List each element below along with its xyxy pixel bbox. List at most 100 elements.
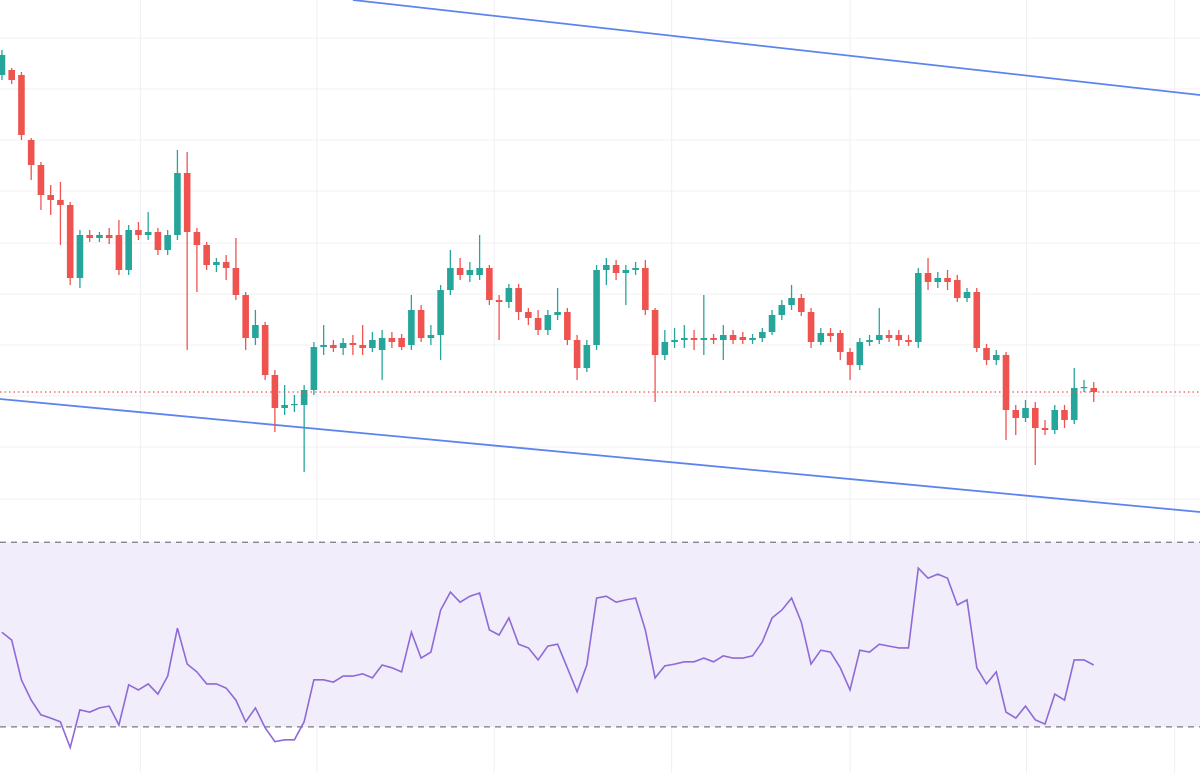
candle-body [1041,428,1049,430]
candle-body [710,338,717,340]
candle-body [125,230,132,270]
candle-body [836,333,844,352]
candle-body [339,343,347,348]
candle-body [398,338,405,347]
candle-body [768,315,776,332]
candle-body [291,404,298,406]
price-pane [0,0,1200,513]
candle-body [661,342,669,355]
candle-body [96,235,103,238]
candle-body [193,232,201,245]
candle-body [1070,388,1078,420]
candle-body [18,75,25,135]
candle-body [573,340,581,368]
candle-body [378,338,386,350]
candle-body [242,295,249,338]
candle-body [144,232,152,235]
candle-body [612,265,620,273]
candle-body [86,235,93,238]
candle-body [515,288,522,312]
candle-body [349,343,357,345]
candle-body [115,235,123,270]
candle-body [476,268,483,275]
candle-body [642,268,649,310]
candle-body [427,335,435,338]
candle-body [1051,410,1059,430]
candle-body [213,262,220,265]
candle-body [1002,355,1010,410]
candle-body [671,340,678,342]
candle-body [320,345,327,347]
candle-body [983,348,990,360]
candle-body [222,262,230,268]
candle-body [895,335,903,340]
candle-body [203,245,210,265]
candle-body [37,165,45,195]
candle-body [651,310,659,355]
candle-body [797,298,805,312]
candle-body [788,298,795,305]
candle-body [105,235,113,238]
candle-body [8,70,15,80]
candle-body [593,270,600,345]
candle-body [963,292,971,298]
candle-body [456,268,464,275]
candle-body [807,312,815,342]
candle-body [583,345,591,368]
candle-body [525,312,532,318]
candle-body [564,312,571,340]
candle-body [544,315,552,330]
candle-body [827,333,834,336]
candle-body [1061,410,1068,420]
candle-body [622,270,630,273]
candle-body [505,288,513,302]
candle-body [554,312,561,315]
candle-body [183,173,191,232]
trend-line [352,0,1200,96]
candle-body [57,200,64,205]
candle-body [934,278,942,282]
candle-body [875,335,883,340]
rsi-pane [0,541,1200,751]
candle-body [252,325,259,338]
candle-body [408,310,415,345]
candle-body [944,278,951,282]
candle-body [992,355,1000,360]
candle-body [27,140,35,165]
candle-body [281,405,288,408]
candle-body [1080,387,1088,389]
candle-body [1022,408,1029,418]
candle-body [261,325,269,375]
candle-body [885,335,893,338]
candle-body [310,347,318,390]
candle-body [417,310,425,338]
candle-body [1012,410,1020,418]
candle-body [232,268,240,295]
candle-body [720,335,727,340]
candle-body [466,270,474,275]
rsi-line [1,566,1095,751]
candle-body [495,300,503,302]
candle-body [437,290,444,335]
candle-body [76,235,84,278]
candle-body [953,280,961,298]
candle-body [914,273,922,342]
candle-body [739,337,747,340]
candle-body [856,342,864,365]
candle-body [135,230,142,235]
candle-body [1031,408,1039,428]
candle-body [729,335,737,340]
candle-body [0,55,6,75]
candle-body [388,338,396,342]
candle-body [174,173,181,235]
candle-body [681,338,688,340]
candle-body [973,292,981,348]
candle-body [330,345,337,348]
candle-body [369,340,376,348]
trend-line [0,398,1200,513]
candle-body [817,333,825,342]
candle-body [447,268,454,290]
candle-body [1090,388,1098,392]
candle-body [154,232,162,250]
